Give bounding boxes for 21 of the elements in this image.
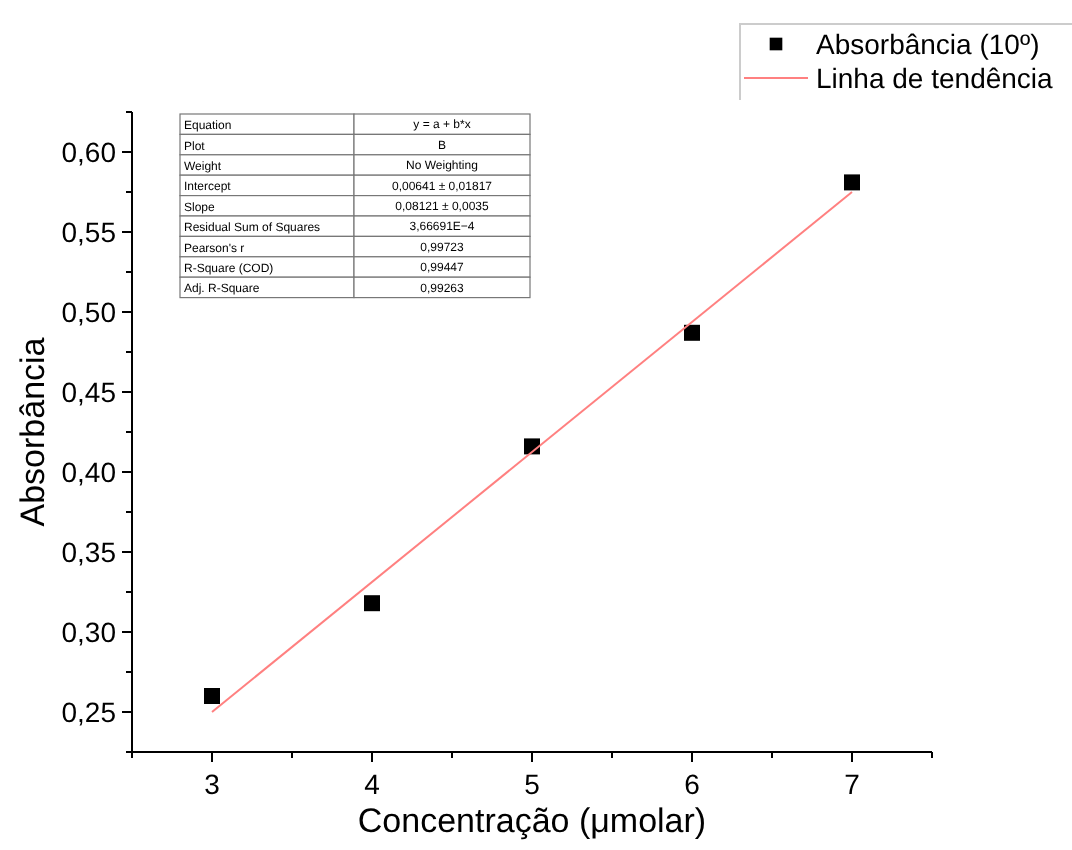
x-tick-label: 6 [684,768,701,800]
x-axis-title: Concentração (μmolar) [357,802,707,840]
y-tick-label: 0,50 [61,295,117,328]
legend-label: Linha de tendência [816,61,1054,94]
y-tick-label: 0,30 [61,615,117,648]
legend-label: Absorbância (10º) [816,27,1040,60]
point [364,595,380,612]
y-tick-label: 0,35 [61,535,117,568]
x-tick-label: 4 [364,768,381,800]
y-tick-label: 0,25 [61,695,117,728]
y-axis-title: Absorbância [14,336,52,527]
point [204,688,220,704]
point [684,324,700,341]
y-tick-label: 0,40 [61,455,117,488]
y-tick-label: 0,55 [61,215,117,248]
y-tick-label: 0,60 [61,135,117,168]
point [844,174,860,191]
y-tick-label: 0,45 [61,375,117,408]
x-tick-label: 7 [844,768,861,800]
x-tick-label: 3 [204,768,221,800]
x-tick-label: 5 [524,768,541,800]
